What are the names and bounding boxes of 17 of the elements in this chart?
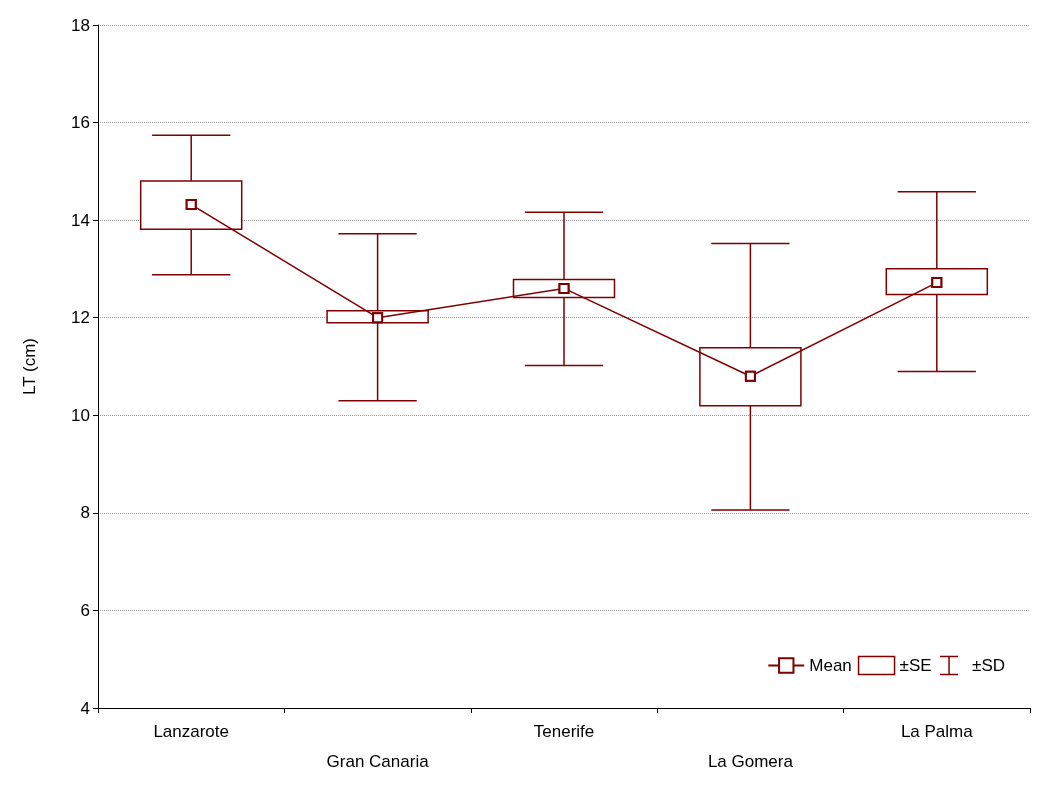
legend-label: Mean: [809, 656, 852, 675]
legend-label: ±SE: [899, 656, 932, 675]
x-tick-label: Tenerife: [533, 721, 595, 741]
x-tick-label: Lanzarote: [153, 721, 230, 741]
y-tick-label: 16: [71, 113, 90, 133]
legend-label: ±SD: [972, 656, 1006, 675]
y-tick-label: 4: [80, 698, 90, 718]
x-tick-label: Gran Canaria: [326, 751, 430, 771]
y-axis-title: LT (cm): [20, 338, 39, 395]
y-tick-label: 8: [80, 503, 90, 523]
y-tick-label: 18: [71, 15, 90, 35]
y-tick-label: 12: [71, 308, 90, 328]
x-tick-label: La Gomera: [707, 751, 794, 771]
x-tick-label: La Palma: [900, 721, 974, 741]
y-tick-label: 6: [80, 600, 90, 620]
y-tick-label: 10: [71, 405, 90, 425]
y-tick-label: 14: [71, 210, 90, 230]
